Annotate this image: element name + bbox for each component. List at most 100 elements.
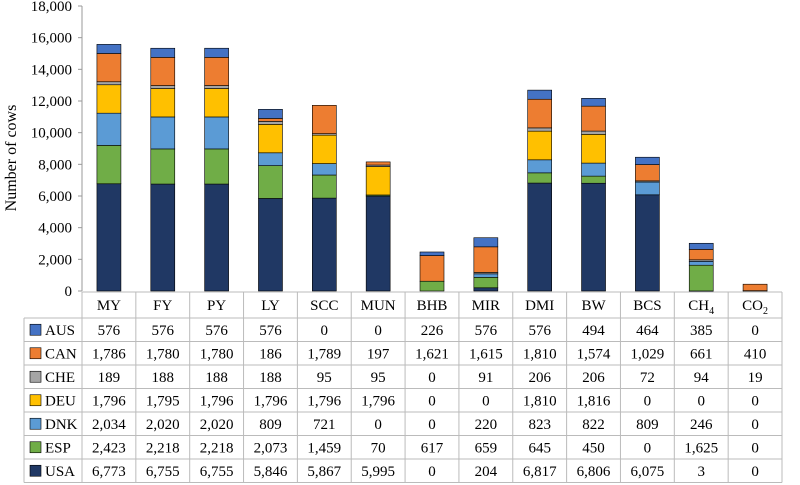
legend-swatch-can (29, 347, 42, 360)
y-tick-label: 18,000 (31, 0, 72, 15)
table-cell: 1,796 (254, 393, 288, 409)
table-cell: 6,075 (631, 464, 665, 480)
table-cell: 204 (475, 464, 498, 480)
bar-segment-can-ly (258, 118, 283, 122)
bar-segment-can-scc (312, 105, 337, 134)
x-category-label: DMI (525, 298, 554, 314)
x-category-label: MIR (472, 298, 500, 314)
table-cell: 95 (371, 370, 386, 386)
table-cell: 0 (751, 393, 759, 409)
table-cell: 576 (259, 323, 282, 339)
table-cell: 494 (582, 323, 605, 339)
table-cell: 1,459 (307, 440, 341, 456)
table-cell: 1,574 (577, 346, 611, 362)
bar-segment-usa-my (96, 183, 122, 292)
bar-segment-dnk-scc (312, 163, 337, 176)
bar-segment-usa-mun (365, 195, 391, 292)
table-cell: 809 (259, 417, 282, 433)
bar-segment-esp-ch4 (688, 264, 714, 292)
bar-segment-aus-bcs (635, 156, 660, 165)
table-cell: 0 (644, 393, 652, 409)
legend-label-can: CAN (45, 346, 77, 362)
table-cell: 1,615 (469, 346, 503, 362)
bar-segment-dnk-fy (150, 116, 176, 150)
x-category-label: CH4 (688, 298, 714, 317)
table-cell: 1,789 (307, 346, 341, 362)
table-cell: 206 (582, 370, 605, 386)
table-cell: 6,755 (146, 464, 180, 480)
table-cell: 1,621 (415, 346, 449, 362)
x-category-label: BCS (633, 298, 661, 314)
table-cell: 246 (690, 417, 713, 433)
bar-segment-deu-dmi (527, 130, 552, 161)
bar-segment-esp-fy (150, 148, 176, 185)
bar-segment-deu-bw (581, 134, 606, 164)
bar-segment-can-mun (365, 161, 391, 166)
bar-segment-deu-ly (258, 124, 283, 154)
bar-segment-esp-ly (258, 165, 283, 199)
bar-segment-usa-py (204, 183, 229, 292)
table-cell: 450 (582, 440, 605, 456)
bar-segment-deu-my (96, 84, 122, 114)
x-category-label: CO2 (742, 298, 768, 317)
bar-segment-usa-dmi (527, 182, 552, 292)
table-cell: 1,795 (146, 393, 180, 409)
x-category-label: LY (261, 298, 280, 314)
table-cell: 0 (321, 323, 329, 339)
legend-swatch-aus (29, 323, 42, 336)
bar-segment-esp-bhb (419, 280, 445, 292)
table-cell: 661 (690, 346, 713, 362)
bar-segment-aus-mir (473, 237, 499, 248)
bar-segment-aus-fy (150, 47, 176, 58)
table-cell: 576 (205, 323, 228, 339)
y-tick-label: 10,000 (31, 126, 72, 142)
table-cell: 5,867 (307, 464, 341, 480)
table-cell: 576 (152, 323, 175, 339)
bar-segment-aus-my (96, 44, 122, 54)
table-cell: 1,810 (523, 346, 557, 362)
table-cell: 0 (428, 464, 436, 480)
legend-label-che: CHE (45, 370, 75, 386)
table-cell: 385 (690, 323, 713, 339)
table-cell: 0 (697, 393, 705, 409)
table-cell: 410 (744, 346, 767, 362)
y-tick-label: 12,000 (31, 94, 72, 110)
table-cell: 617 (421, 440, 444, 456)
table-cell: 1,796 (92, 393, 126, 409)
table-cell: 1,780 (146, 346, 180, 362)
table-cell: 95 (317, 370, 332, 386)
x-category-label: SCC (310, 298, 338, 314)
bar-segment-esp-bw (581, 175, 606, 184)
table-cell: 6,773 (92, 464, 126, 480)
table-cell: 0 (751, 440, 759, 456)
table-cell: 0 (751, 323, 759, 339)
bar-segment-dnk-dmi (527, 159, 552, 174)
bar-segment-esp-mir (473, 277, 499, 289)
table-cell: 822 (582, 417, 605, 433)
table-cell: 0 (374, 417, 382, 433)
bar-segment-usa-bcs (635, 194, 660, 292)
table-cell: 2,034 (92, 417, 126, 433)
x-category-label: FY (153, 298, 172, 314)
bar-segment-aus-bw (581, 98, 606, 107)
table-cell: 1,786 (92, 346, 126, 362)
y-tick-label: 6,000 (38, 189, 72, 205)
table-cell: 823 (528, 417, 551, 433)
bar-segment-usa-bw (581, 182, 606, 292)
table-cell: 659 (475, 440, 498, 456)
table-cell: 0 (428, 393, 436, 409)
table-cell: 2,423 (92, 440, 126, 456)
table-cell: 464 (636, 323, 659, 339)
x-category-label: BW (581, 298, 606, 314)
bar-segment-can-fy (150, 57, 176, 86)
table-cell: 1,029 (631, 346, 665, 362)
bar-segment-aus-ly (258, 109, 283, 119)
y-tick-label: 4,000 (38, 221, 72, 237)
table-cell: 91 (478, 370, 493, 386)
table-cell: 3 (697, 464, 705, 480)
table-cell: 189 (98, 370, 121, 386)
bar-segment-can-py (204, 57, 229, 86)
table-cell: 94 (694, 370, 710, 386)
table-cell: 576 (528, 323, 551, 339)
bar-segment-can-mir (473, 246, 499, 273)
